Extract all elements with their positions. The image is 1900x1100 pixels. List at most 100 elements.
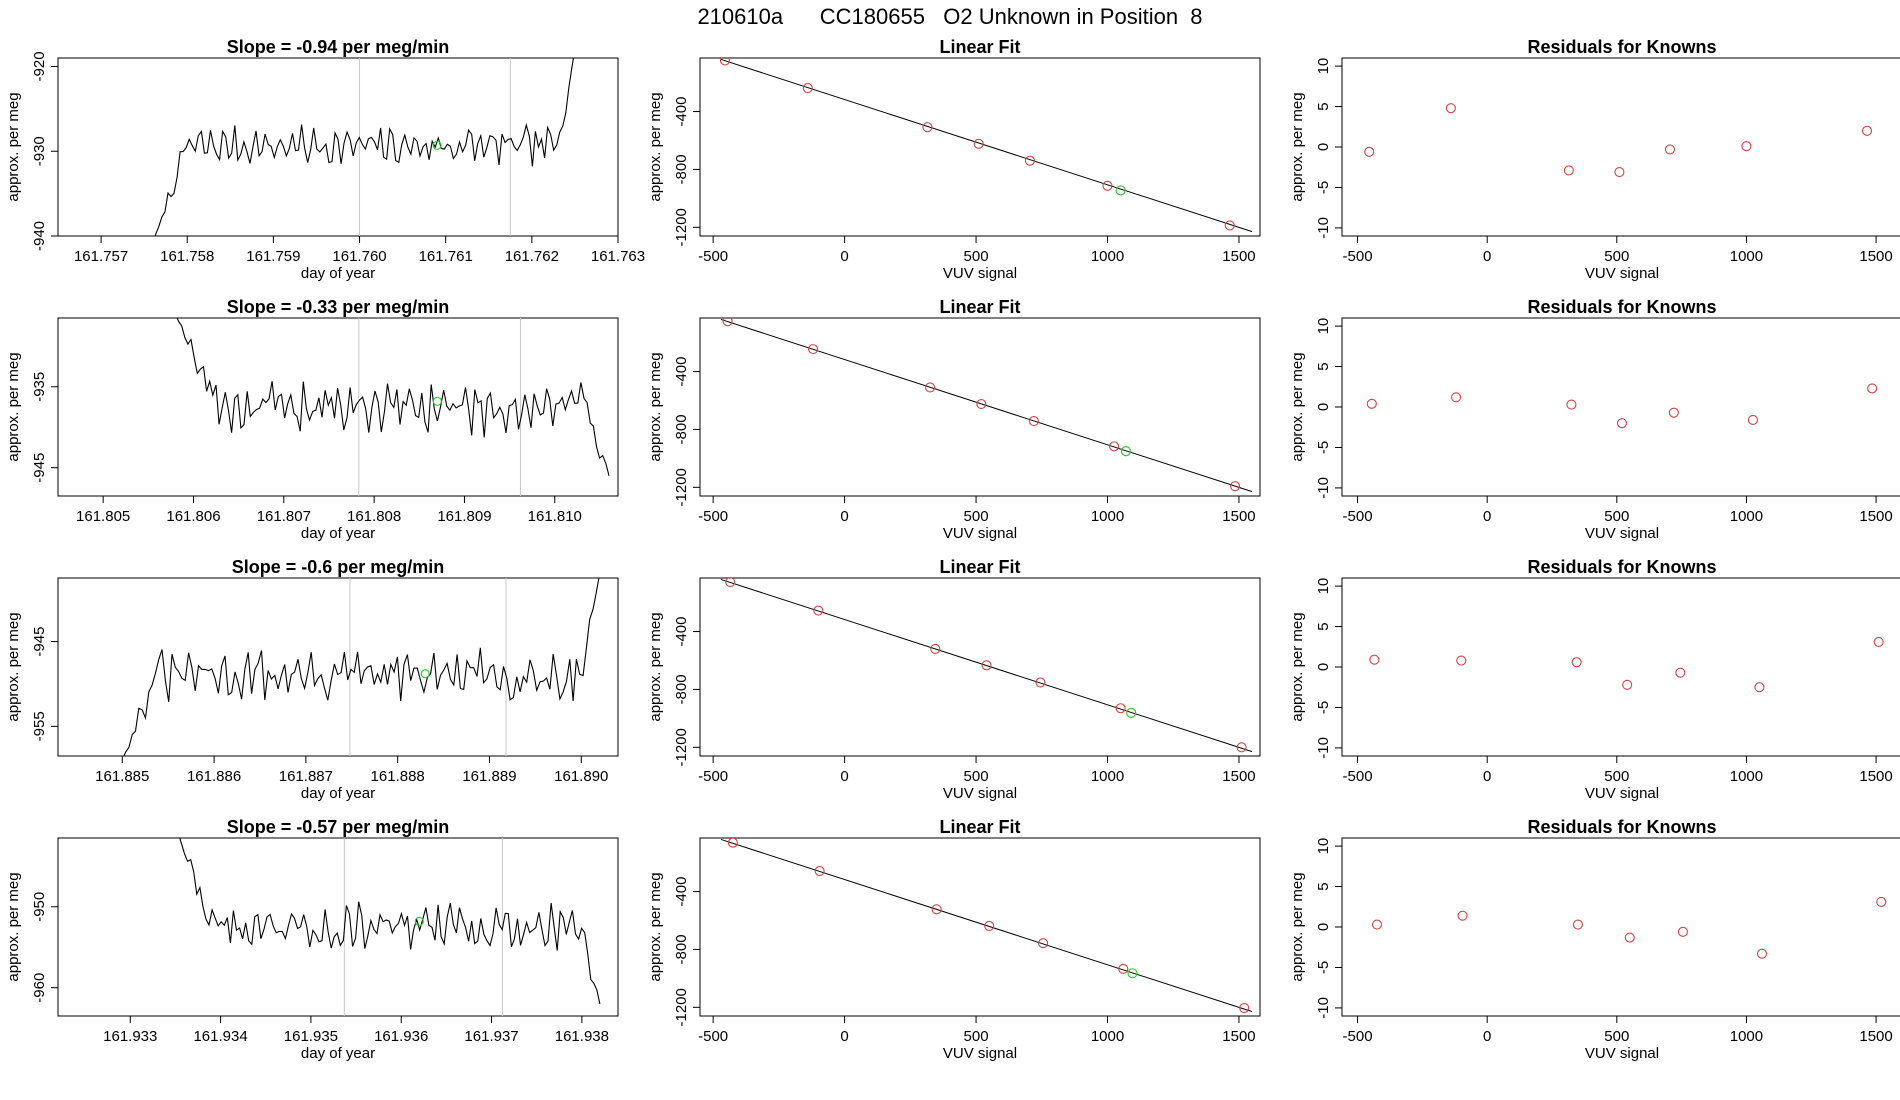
- plot-area: [179, 838, 601, 1016]
- known-point: [1035, 677, 1046, 688]
- y-tick-label: -10: [1315, 477, 1332, 499]
- x-axis-label: day of year: [301, 265, 375, 282]
- x-tick-label: 1500: [1222, 248, 1255, 265]
- x-tick-label: 161.937: [464, 1028, 518, 1045]
- panel-r1c2: Linear Fit -500 0 500 1000 1500 VUV signal -120…: [647, 37, 1261, 282]
- x-tick-label: 161.806: [166, 508, 220, 525]
- x-tick-label: -500: [1343, 508, 1373, 525]
- y-tick-label: -400: [673, 877, 690, 907]
- panel-r3c1: Slope = -0.6 per meg/min 161.885 161.886 16…: [5, 557, 619, 802]
- known-point: [922, 122, 933, 133]
- y-axis-label: approx. per meg: [1289, 92, 1306, 201]
- y-tick-label: -800: [673, 154, 690, 184]
- unknown-point: [1120, 446, 1132, 457]
- known-point: [1571, 657, 1582, 668]
- x-tick-label: 161.759: [246, 248, 300, 265]
- x-tick-label: 1000: [1091, 768, 1124, 785]
- x-tick-label: -500: [1343, 768, 1373, 785]
- known-point: [813, 605, 824, 616]
- x-tick-label: 161.762: [505, 248, 559, 265]
- y-axis-label: approx. per meg: [1289, 352, 1306, 461]
- x-tick-label: 161.938: [555, 1028, 609, 1045]
- plot-area: [1369, 636, 1884, 693]
- y-tick-label: 5: [1315, 622, 1332, 630]
- x-tick-label: 500: [1604, 508, 1629, 525]
- x-tick-label: 500: [964, 1028, 989, 1045]
- x-tick-label: 161.757: [74, 248, 128, 265]
- figure-title: 210610a CC180655 O2 Unknown in Position …: [697, 4, 1203, 29]
- y-tick-label: -960: [31, 973, 48, 1003]
- x-tick-label: 1500: [1859, 248, 1892, 265]
- known-point: [727, 838, 738, 848]
- unknown-point: [1126, 707, 1137, 718]
- y-axis-label: approx. per meg: [647, 872, 664, 981]
- panel-r3c2: Linear Fit -500 0 500 1000 1500 VUV signal -120…: [647, 557, 1261, 802]
- known-point: [1445, 103, 1456, 114]
- y-tick-label: -1200: [673, 988, 690, 1026]
- known-point: [981, 660, 992, 671]
- panel-title: Residuals for Knowns: [1527, 557, 1716, 577]
- known-point: [973, 138, 984, 149]
- y-tick-label: -5: [1315, 181, 1332, 194]
- y-tick-label: -935: [31, 372, 48, 402]
- plot-area: [720, 318, 1253, 493]
- y-tick-label: 5: [1315, 102, 1332, 110]
- y-tick-label: -920: [31, 51, 48, 81]
- panel-title: Slope = -0.57 per meg/min: [227, 817, 450, 837]
- known-point: [725, 578, 736, 588]
- x-tick-label: 1000: [1730, 508, 1763, 525]
- fit-line: [720, 318, 1253, 493]
- known-point: [1024, 155, 1036, 166]
- x-tick-label: 161.760: [332, 248, 386, 265]
- known-point: [1747, 414, 1758, 425]
- known-point: [1371, 919, 1383, 930]
- y-tick-label: 0: [1315, 403, 1332, 411]
- known-point: [1756, 948, 1768, 959]
- known-point: [1236, 742, 1247, 753]
- known-point: [1457, 910, 1468, 921]
- known-point: [719, 58, 731, 66]
- y-tick-label: -400: [673, 617, 690, 647]
- panel-r4c1: Slope = -0.57 per meg/min 161.933 161.934 1…: [5, 817, 619, 1062]
- known-point: [1229, 481, 1241, 492]
- known-point: [1364, 146, 1375, 157]
- y-tick-label: 10: [1315, 58, 1332, 75]
- plot-frame: [1341, 317, 1900, 497]
- known-point: [1038, 938, 1049, 949]
- unknown-marker: [414, 916, 424, 926]
- x-tick-label: 500: [1604, 1028, 1629, 1045]
- x-tick-label: 0: [1483, 768, 1491, 785]
- plot-frame: [1341, 57, 1900, 237]
- panel-title: Slope = -0.33 per meg/min: [227, 297, 450, 317]
- known-point: [1102, 180, 1113, 191]
- x-tick-label: 0: [1483, 508, 1491, 525]
- x-tick-label: 161.888: [371, 768, 425, 785]
- panel-title: Residuals for Knowns: [1527, 297, 1716, 317]
- x-tick-label: -500: [1343, 248, 1373, 265]
- x-axis-label: VUV signal: [1585, 785, 1659, 802]
- y-tick-label: -945: [31, 453, 48, 483]
- x-tick-label: 500: [1604, 768, 1629, 785]
- x-tick-label: -500: [698, 248, 728, 265]
- known-point: [802, 83, 813, 94]
- x-tick-label: 161.763: [591, 248, 645, 265]
- unknown-marker: [432, 140, 442, 150]
- known-point: [814, 865, 825, 877]
- known-point: [722, 318, 733, 327]
- trace-line: [154, 58, 575, 236]
- plot-frame: [57, 57, 619, 237]
- x-axis-label: day of year: [301, 525, 375, 542]
- x-axis-label: day of year: [301, 785, 375, 802]
- plot-area: [176, 318, 610, 496]
- known-point: [1867, 383, 1878, 394]
- fit-line: [720, 58, 1253, 233]
- known-point: [1873, 636, 1884, 647]
- x-tick-label: 0: [840, 248, 848, 265]
- y-tick-label: 0: [1315, 143, 1332, 151]
- x-tick-label: 0: [1483, 248, 1491, 265]
- plot-frame: [699, 837, 1261, 1017]
- known-point: [931, 904, 942, 915]
- known-point: [1366, 398, 1377, 409]
- x-tick-label: -500: [698, 768, 728, 785]
- y-axis-label: approx. per meg: [647, 612, 664, 721]
